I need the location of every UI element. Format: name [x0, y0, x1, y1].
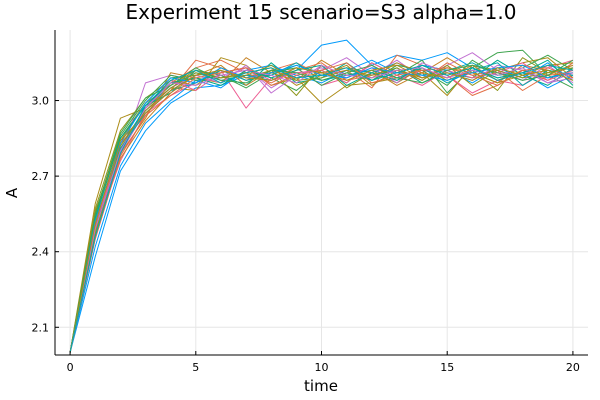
- y-tick-label-3: 3.0: [32, 95, 50, 108]
- grid: [55, 30, 588, 355]
- x-axis-label: time: [304, 377, 338, 395]
- series-line-19: [69, 64, 573, 353]
- series-line-23: [69, 64, 574, 353]
- series-line-24: [69, 64, 574, 353]
- series-line-22: [69, 59, 574, 353]
- x-tick-label-0: 0: [67, 361, 74, 374]
- series-line-25: [69, 64, 573, 353]
- axes: [54, 30, 588, 356]
- chart-title: Experiment 15 scenario=S3 alpha=1.0: [126, 0, 517, 24]
- y-tick-label-1: 2.4: [32, 246, 50, 259]
- y-tick-label-2: 2.7: [32, 170, 50, 183]
- x-tick-label-3: 15: [440, 361, 454, 374]
- y-axis-label: A: [3, 187, 21, 198]
- series-line-10: [69, 59, 574, 353]
- series-line-21: [69, 62, 574, 353]
- series-lines: [69, 39, 574, 353]
- x-tick-label-4: 20: [566, 361, 580, 374]
- tick-labels: 0 5 10 15 20 2.1 2.4 2.7 3.0: [32, 95, 580, 374]
- x-tick-label-1: 5: [192, 361, 199, 374]
- y-tick-label-0: 2.1: [32, 321, 50, 334]
- x-tick-label-2: 10: [315, 361, 329, 374]
